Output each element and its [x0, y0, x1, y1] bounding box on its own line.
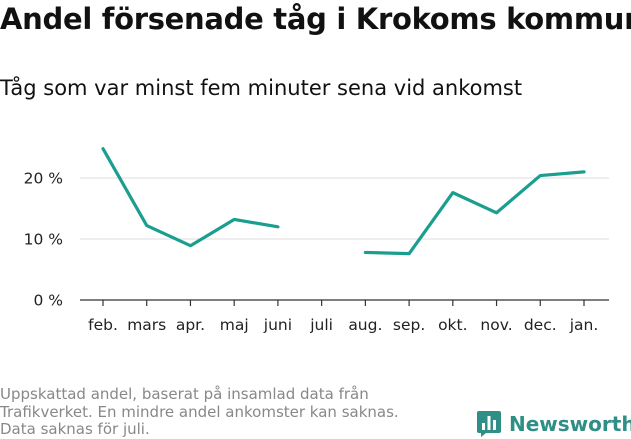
x-tick-label: sep.: [393, 316, 425, 334]
x-tick-label: apr.: [176, 316, 205, 334]
tick-labels: 0 % 10 % 20 % feb. mars apr. maj juni juli aug. se…: [24, 170, 599, 335]
x-tick-label: aug.: [348, 316, 382, 334]
x-tick-label: juni: [263, 316, 292, 334]
y-tick-label: 10 %: [24, 231, 63, 249]
series-line: [363, 170, 586, 256]
footnote-line: Trafikverket. En mindre andel ankomster …: [0, 402, 399, 421]
x-tick-label: okt.: [438, 316, 467, 334]
x-tick-label: juli: [309, 316, 333, 334]
x-tick-label: mars: [127, 316, 166, 334]
line-chart: 0 % 10 % 20 % feb. mars apr. maj juni juli aug. se…: [24, 147, 609, 335]
newsworthy-logo: Newsworthy: [476, 409, 631, 439]
x-tick-label: maj: [220, 316, 249, 334]
x-tick-label: dec.: [524, 316, 557, 334]
series-line: [101, 147, 280, 248]
footnote: Uppskattad andel, baserat på insamlad da…: [0, 385, 440, 439]
footnote-line: Uppskattad andel, baserat på insamlad da…: [0, 385, 369, 403]
brand-name: Newsworthy: [509, 412, 631, 436]
footnote-line: Data saknas för juli.: [0, 420, 150, 438]
bar-chart-logo-icon: [477, 411, 501, 437]
chart-subtitle: Tåg som var minst fem minuter sena vid a…: [0, 76, 523, 100]
series-lines: [101, 147, 586, 256]
x-tick-label: feb.: [88, 316, 118, 334]
axes: [80, 299, 609, 306]
x-tick-label: jan.: [569, 316, 599, 334]
chart-title: Andel försenade tåg i Krokoms kommun: [0, 2, 631, 36]
y-tick-label: 20 %: [24, 170, 63, 188]
x-tick-label: nov.: [480, 316, 512, 334]
gridlines: [80, 177, 609, 240]
y-tick-label: 0 %: [33, 292, 63, 310]
